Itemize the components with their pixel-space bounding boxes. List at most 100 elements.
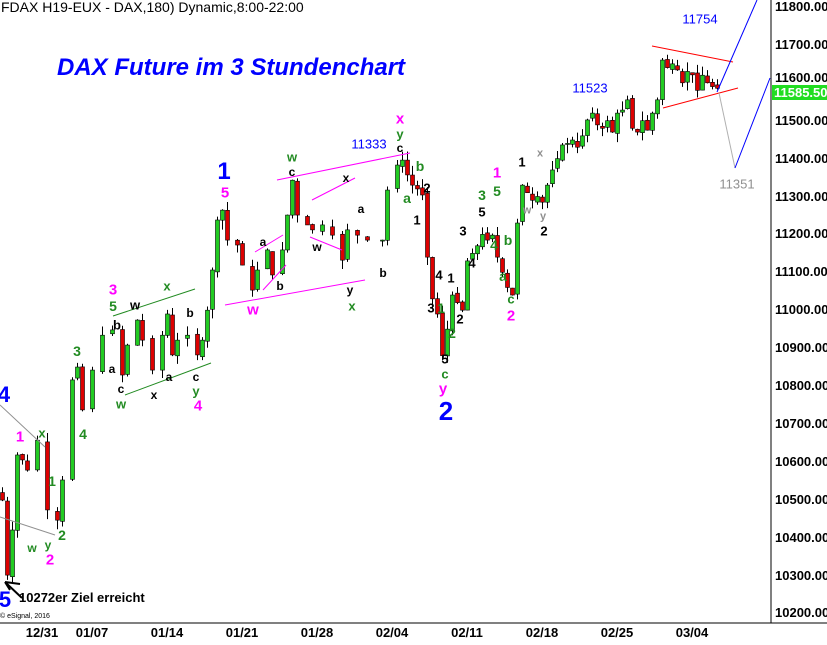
copyright: © eSignal, 2016 [0, 613, 50, 620]
wave-label-black: b [379, 266, 387, 280]
candle-body [80, 366, 85, 411]
price-target-label: 11351 [719, 176, 755, 192]
candle-body [685, 71, 690, 83]
candle-body [530, 193, 535, 201]
x-tick-label: 01/21 [225, 625, 259, 640]
candle-body [355, 230, 360, 236]
candle-body [700, 74, 705, 91]
candle-body [420, 187, 425, 196]
wave-label-black: 2 [423, 180, 431, 196]
candle-body [165, 313, 170, 336]
wave-label-black: a [108, 362, 116, 376]
candle-body [320, 224, 325, 232]
candle-body [185, 334, 190, 339]
candle-body [495, 235, 500, 258]
candle-body [570, 139, 575, 145]
wave-label-green: x [163, 278, 171, 294]
wave-label-magenta: 2 [506, 307, 516, 325]
wave-label-black: 2 [456, 311, 464, 327]
magenta-line [311, 177, 356, 201]
candle-body [610, 119, 615, 133]
candle-body [385, 189, 390, 241]
candle-body [645, 119, 650, 131]
candle-body [75, 366, 80, 379]
candle-body [15, 454, 20, 531]
candle-body [365, 236, 370, 241]
price-target-label: 11754 [682, 11, 718, 27]
candle-body [250, 266, 255, 291]
y-tick-label: 10200.00 [775, 605, 827, 621]
candle-body [60, 479, 65, 522]
wave-label-green: w [115, 396, 127, 412]
y-tick-label: 10600.00 [775, 453, 827, 469]
wave-label-black: c [117, 382, 125, 396]
wave-label-black: x [150, 388, 158, 402]
wave-label-gray: x [536, 147, 544, 160]
candle-body [235, 239, 240, 246]
candle-body [205, 309, 210, 342]
green-channel-upper [112, 288, 196, 317]
wave-label-black: 4 [468, 255, 476, 271]
candle-body [150, 338, 155, 371]
candle-body [710, 82, 715, 87]
wave-label-green: 5 [109, 298, 117, 314]
projection-up-line [716, 0, 758, 93]
magenta-channel-upper [276, 152, 411, 181]
candle-body [430, 257, 435, 300]
chart-title: DAX Future im 3 Stundenchart [57, 54, 406, 81]
wave-label-green: w [286, 149, 298, 165]
candle-body [560, 144, 565, 161]
y-tick-label: 11200.00 [775, 226, 827, 242]
wave-label-magenta: w [247, 301, 259, 319]
candle-body [160, 334, 165, 371]
candle-body [0, 492, 5, 501]
candle-body [415, 185, 420, 190]
wave-label-black: b [186, 306, 194, 320]
wave-label-green: c [507, 291, 515, 307]
projection-up-line [734, 77, 771, 169]
candle-body [580, 135, 585, 147]
y-tick-label: 11500.00 [775, 112, 827, 128]
wave-label-black: a [357, 202, 365, 216]
wave-label-black: 2 [540, 223, 548, 239]
y-tick-label: 10900.00 [775, 340, 827, 356]
candle-body [690, 72, 695, 76]
candle-body [585, 119, 590, 136]
candle-body [410, 174, 415, 186]
candle-body [540, 196, 545, 203]
wave-label-blue: 4 [0, 382, 11, 407]
candle-body [55, 511, 60, 521]
candle-body [460, 301, 465, 311]
arrow-icon [4, 581, 23, 599]
candle-body [290, 179, 295, 216]
candle-body [435, 298, 440, 315]
wave-label-green: b [503, 232, 513, 248]
wave-label-black: 4 [435, 267, 443, 283]
wave-label-gray: w [522, 204, 532, 217]
candle-body [220, 209, 225, 221]
target-note: 10272er Ziel erreicht [19, 590, 145, 605]
wave-label-black: 1 [447, 270, 455, 286]
wave-label-green: c [441, 366, 449, 382]
wave-label-black: c [396, 141, 404, 155]
candle-body [445, 328, 450, 357]
candle-body [10, 529, 15, 578]
candle-body [450, 294, 455, 332]
magenta-line [309, 236, 343, 251]
wave-label-black: a [165, 370, 173, 384]
x-tick-label: 01/07 [75, 625, 109, 640]
wave-label-black: 5 [441, 351, 449, 367]
wave-label-blue: 2 [438, 396, 454, 426]
x-tick-label: 02/11 [451, 625, 483, 640]
candle-body [280, 249, 285, 274]
candle-body [625, 99, 630, 110]
wave-label-black: w [312, 240, 322, 254]
candle-body [270, 251, 275, 276]
wave-label-black: 5 [478, 204, 486, 220]
wave-label-magenta: 2 [45, 551, 55, 569]
wave-label-magenta: y [438, 380, 448, 398]
magenta-line [262, 264, 287, 291]
candle-body [505, 272, 510, 288]
candle-body [140, 320, 145, 341]
gray-trendline [0, 404, 46, 448]
